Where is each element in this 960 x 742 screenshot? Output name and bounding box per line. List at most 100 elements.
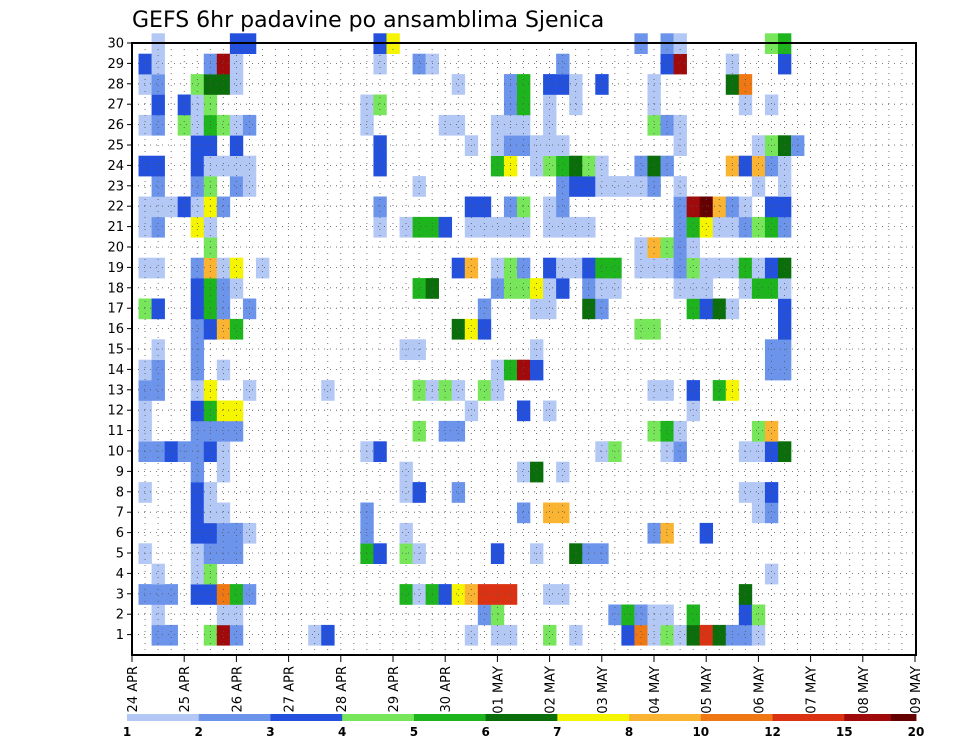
heatmap-cell	[660, 53, 674, 75]
heatmap-cell	[490, 584, 505, 605]
heatmap-cell	[464, 624, 479, 646]
heatmap-cell	[660, 604, 674, 626]
heatmap-cell	[777, 318, 792, 340]
heatmap-cell	[490, 359, 505, 381]
heatmap-cell	[190, 155, 205, 177]
heatmap-cell	[764, 563, 779, 585]
heatmap-cell	[621, 604, 635, 626]
heatmap-cell	[569, 624, 583, 646]
heatmap-cell	[190, 502, 205, 524]
heatmap-cell	[203, 400, 218, 422]
heatmap-cell	[412, 278, 426, 299]
heatmap-cell	[203, 482, 218, 503]
heatmap-cell	[777, 257, 792, 279]
heatmap-cell	[255, 257, 270, 279]
heatmap-cell	[464, 196, 479, 218]
heatmap-cell	[634, 318, 648, 340]
heatmap-cell	[203, 563, 218, 585]
heatmap-cell	[229, 74, 244, 95]
colorbar-label: 20	[908, 725, 925, 739]
heatmap-cell	[190, 278, 205, 299]
heatmap-cell	[582, 298, 596, 320]
heatmap-cell	[777, 176, 792, 197]
heatmap-cell	[203, 522, 218, 544]
heatmap-cell	[360, 114, 374, 136]
heatmap-cell	[764, 196, 779, 218]
heatmap-cell	[686, 380, 700, 401]
heatmap-cell	[686, 278, 700, 299]
heatmap-cell	[373, 196, 387, 218]
heatmap-cell	[321, 380, 335, 401]
y-tick-label: 23	[107, 179, 124, 194]
heatmap-cell	[190, 74, 205, 95]
heatmap-cell	[203, 196, 218, 218]
heatmap-cell	[764, 359, 779, 381]
heatmap-cell	[543, 94, 557, 116]
heatmap-cell	[503, 624, 518, 646]
heatmap-cell	[543, 624, 557, 646]
y-tick-label: 28	[107, 77, 124, 92]
heatmap-cell	[190, 114, 205, 136]
heatmap-cell	[399, 216, 413, 238]
heatmap-cell	[725, 53, 740, 75]
heatmap-cell	[138, 584, 152, 605]
heatmap-cell	[751, 420, 766, 442]
heatmap-cell	[399, 522, 413, 544]
heatmap-cell	[647, 176, 661, 197]
heatmap-cell	[412, 380, 426, 401]
heatmap-cell	[438, 584, 453, 605]
heatmap-cell	[673, 278, 687, 299]
heatmap-cell	[425, 380, 439, 401]
heatmap-cell	[647, 420, 661, 442]
heatmap-cell	[699, 216, 714, 238]
heatmap-cell	[138, 482, 152, 503]
heatmap-cell	[190, 584, 205, 605]
y-tick-label: 27	[107, 98, 124, 113]
y-tick-label: 21	[107, 220, 124, 235]
heatmap-cell	[216, 584, 231, 605]
heatmap-cell	[412, 482, 426, 503]
heatmap-cell	[229, 400, 244, 422]
heatmap-cell	[556, 278, 570, 299]
heatmap-cells	[138, 33, 805, 646]
heatmap-cell	[138, 114, 152, 136]
heatmap-cell	[138, 298, 152, 320]
heatmap-cell	[203, 74, 218, 95]
heatmap-cell	[451, 380, 466, 401]
heatmap-cell	[543, 74, 557, 95]
heatmap-cell	[216, 502, 231, 524]
heatmap-cell	[412, 53, 426, 75]
heatmap-cell	[647, 94, 661, 116]
heatmap-cell	[490, 257, 505, 279]
heatmap-cell	[151, 604, 165, 626]
heatmap-cell	[660, 380, 674, 401]
heatmap-cell	[777, 196, 792, 218]
heatmap-cell	[216, 461, 231, 483]
heatmap-cell	[738, 196, 753, 218]
heatmap-cell	[373, 216, 387, 238]
heatmap-cell	[595, 257, 609, 279]
heatmap-cell	[516, 359, 531, 381]
heatmap-cell	[216, 400, 231, 422]
heatmap-cell	[138, 420, 152, 442]
heatmap-cell	[556, 584, 570, 605]
heatmap-cell	[699, 522, 714, 544]
heatmap-cell	[138, 216, 152, 238]
heatmap-cell	[569, 155, 583, 177]
y-tick-label: 14	[107, 363, 124, 378]
heatmap-cell	[673, 196, 687, 218]
heatmap-cell	[595, 155, 609, 177]
heatmap-cell	[203, 584, 218, 605]
y-axis-labels: 1234567891011121314151617181920212223242…	[107, 37, 124, 644]
y-tick-label: 20	[107, 241, 124, 256]
heatmap-cell	[464, 257, 479, 279]
y-tick-label: 5	[116, 547, 124, 562]
heatmap-cell	[412, 584, 426, 605]
heatmap-cell	[503, 278, 518, 299]
heatmap-cell	[438, 380, 453, 401]
heatmap-cell	[438, 420, 453, 442]
x-tick-label: 03 MAY	[596, 666, 611, 714]
heatmap-cell	[777, 53, 792, 75]
heatmap-cell	[751, 624, 766, 646]
colorbar-label: 5	[410, 725, 418, 739]
